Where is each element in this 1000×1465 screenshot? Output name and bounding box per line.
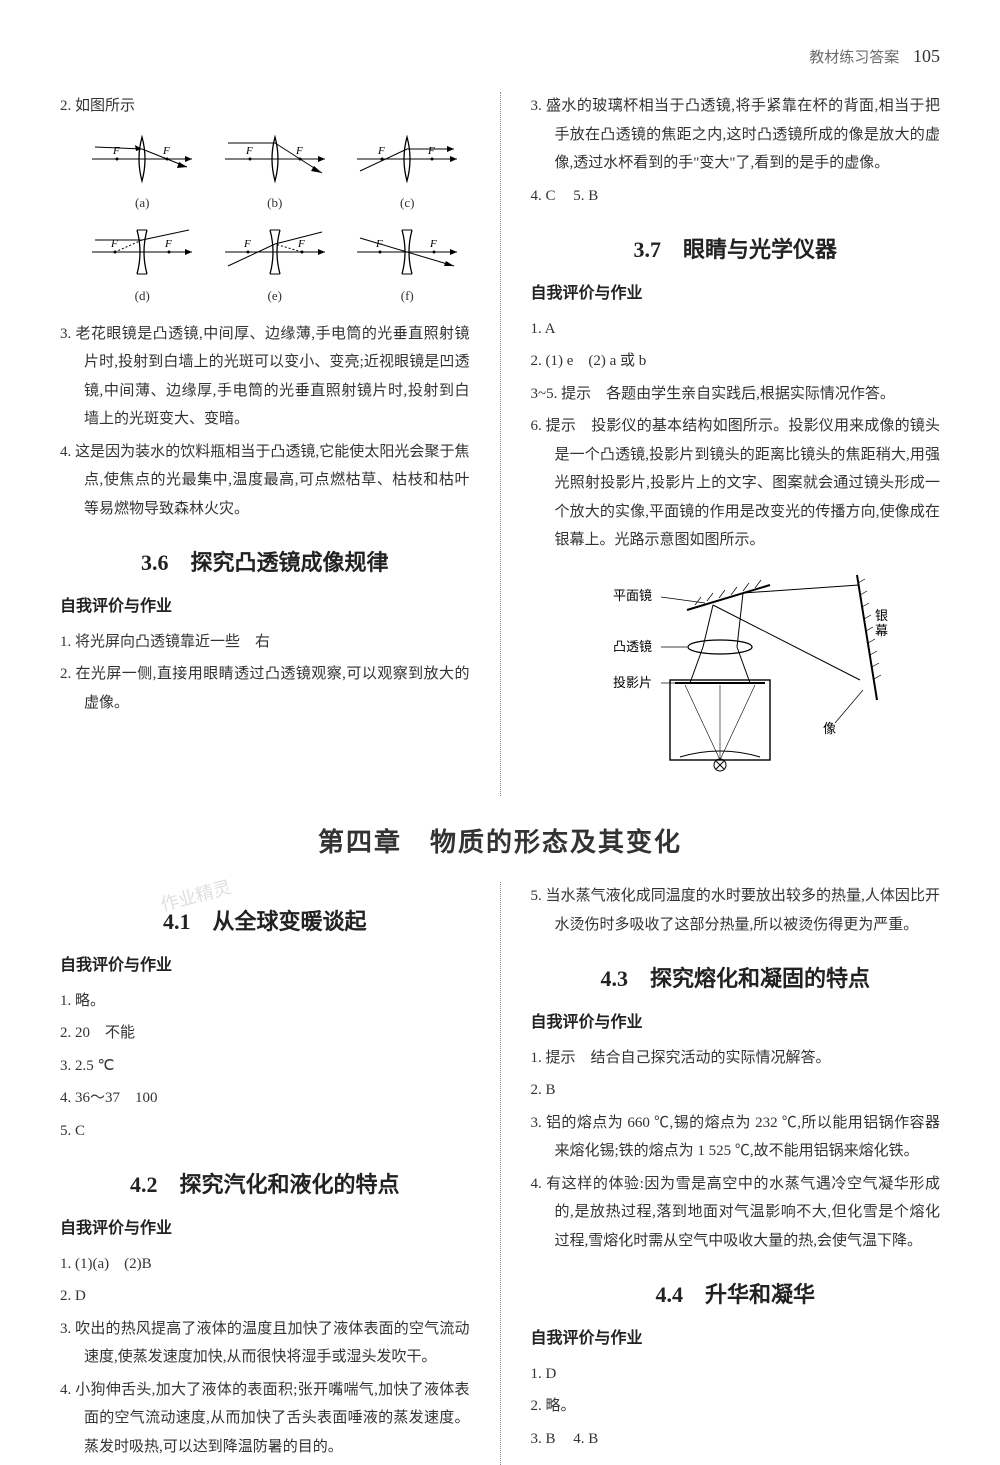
- sec-3-7-title: 3.7 眼睛与光学仪器: [531, 230, 941, 270]
- svg-text:像: 像: [823, 721, 836, 736]
- page-number: 105: [913, 46, 940, 66]
- s41-4: 4. 36～37 100: [60, 1084, 470, 1113]
- subsec-4-3: 自我评价与作业: [531, 1009, 941, 1038]
- lens-cell-b: F F (b): [213, 129, 338, 214]
- svg-text:F: F: [162, 145, 170, 157]
- r-item-4: 4. C: [531, 182, 556, 211]
- s43-2: 2. B: [531, 1076, 941, 1105]
- lens-cell-e: F F (e): [213, 222, 338, 307]
- s42-4: 4. 小狗伸舌头,加大了液体的表面积;张开嘴喘气,加快了液体表面的空气流动速度,…: [60, 1376, 470, 1462]
- sec-4-3-title: 4.3 探究熔化和凝固的特点: [531, 959, 941, 999]
- s37-1: 1. A: [531, 315, 941, 344]
- lens-label-c: (c): [345, 191, 470, 214]
- proj-screen-label: 银: [875, 608, 888, 623]
- svg-text:F: F: [112, 145, 120, 157]
- s37-35: 3~5. 提示 各题由学生亲自实践后,根据实际情况作答。: [531, 380, 941, 409]
- sec-4-4-title: 4.4 升华和凝华: [531, 1275, 941, 1315]
- s37-2: 2. (1) e (2) a 或 b: [531, 347, 941, 376]
- svg-text:F: F: [245, 145, 253, 157]
- subsec-4-1: 自我评价与作业: [60, 952, 470, 981]
- r-item-45: 4. C 5. B: [531, 182, 941, 211]
- lens-cell-f: FF (f): [345, 222, 470, 307]
- chapter-4-title: 第四章 物质的形态及其变化: [60, 820, 940, 867]
- item-3: 3. 老花眼镜是凸透镜,中间厚、边缘薄,手电筒的光垂直照射镜片时,投射到白墙上的…: [60, 320, 470, 434]
- s43-1: 1. 提示 结合自己探究活动的实际情况解答。: [531, 1044, 941, 1073]
- svg-text:平面镜: 平面镜: [613, 588, 652, 603]
- s44-4: 4. B: [573, 1425, 598, 1454]
- lens-label-d: (d): [80, 284, 205, 307]
- lens-cell-d: FF (d): [80, 222, 205, 307]
- projector-diagram: 银 幕: [531, 565, 941, 786]
- lens-label-a: (a): [80, 191, 205, 214]
- s37-6: 6. 提示 投影仪的基本结构如图所示。投影仪用来成像的镜头是一个凸透镜,投影片到…: [531, 412, 941, 555]
- subsec-3-7: 自我评价与作业: [531, 280, 941, 309]
- col-divider-lower: [500, 882, 501, 1465]
- item-4: 4. 这是因为装水的饮料瓶相当于凸透镜,它能使太阳光会聚于焦点,使焦点的光最集中…: [60, 438, 470, 524]
- col-right-upper: 3. 盛水的玻璃杯相当于凸透镜,将手紧靠在杯的背面,相当于把手放在凸透镜的焦距之…: [531, 92, 941, 795]
- subsec-3-6: 自我评价与作业: [60, 593, 470, 622]
- svg-text:F: F: [295, 145, 303, 157]
- upper-columns: 2. 如图所示 F F (a): [60, 92, 940, 795]
- s36-2: 2. 在光屏一侧,直接用眼睛透过凸透镜观察,可以观察到放大的虚像。: [60, 660, 470, 717]
- col-divider-upper: [500, 92, 501, 795]
- lens-label-b: (b): [213, 191, 338, 214]
- svg-text:投影片: 投影片: [613, 675, 652, 690]
- s41-2: 2. 20 不能: [60, 1019, 470, 1048]
- header-label: 教材练习答案: [809, 50, 899, 66]
- svg-text:F: F: [427, 145, 435, 157]
- s41-1: 1. 略。: [60, 987, 470, 1016]
- s41-5: 5. C: [60, 1117, 470, 1146]
- col-right-lower: 5. 当水蒸气液化成同温度的水时要放出较多的热量,人体因比开水烫伤时多吸收了这部…: [531, 882, 941, 1465]
- col-left-lower: 4.1 从全球变暖谈起 自我评价与作业 1. 略。 2. 20 不能 3. 2.…: [60, 882, 470, 1465]
- lens-label-e: (e): [213, 284, 338, 307]
- svg-text:凸透镜: 凸透镜: [613, 639, 652, 654]
- s44-3: 3. B: [531, 1425, 556, 1454]
- svg-text:F: F: [297, 238, 305, 250]
- svg-text:F: F: [164, 238, 172, 250]
- r-item-5: 5. B: [573, 182, 598, 211]
- svg-text:F: F: [243, 238, 251, 250]
- s36-1: 1. 将光屏向凸透镜靠近一些 右: [60, 628, 470, 657]
- subsec-4-4: 自我评价与作业: [531, 1325, 941, 1354]
- lens-diagram-grid: F F (a) F F (b): [80, 129, 470, 308]
- svg-text:幕: 幕: [875, 623, 888, 638]
- page-header: 教材练习答案 105: [60, 40, 940, 72]
- s44-34: 3. B 4. B: [531, 1425, 941, 1454]
- s43-3: 3. 铝的熔点为 660 ℃,锡的熔点为 232 ℃,所以能用铝锅作容器来熔化锡…: [531, 1109, 941, 1166]
- sec-4-1-title: 4.1 从全球变暖谈起: [60, 902, 470, 942]
- s44-1: 1. D: [531, 1360, 941, 1389]
- sec-3-6-title: 3.6 探究凸透镜成像规律: [60, 543, 470, 583]
- lens-cell-a: F F (a): [80, 129, 205, 214]
- r-item-3: 3. 盛水的玻璃杯相当于凸透镜,将手紧靠在杯的背面,相当于把手放在凸透镜的焦距之…: [531, 92, 941, 178]
- s43-4: 4. 有这样的体验:因为雪是高空中的水蒸气遇冷空气凝华形成的,是放热过程,落到地…: [531, 1170, 941, 1256]
- sec-4-2-title: 4.2 探究汽化和液化的特点: [60, 1165, 470, 1205]
- item-2-label: 2. 如图所示: [60, 92, 470, 121]
- svg-text:F: F: [429, 238, 437, 250]
- svg-text:F: F: [377, 145, 385, 157]
- subsec-4-2: 自我评价与作业: [60, 1215, 470, 1244]
- s41-3: 3. 2.5 ℃: [60, 1052, 470, 1081]
- s42-2: 2. D: [60, 1282, 470, 1311]
- s42-3: 3. 吹出的热风提高了液体的温度且加快了液体表面的空气流动速度,使蒸发速度加快,…: [60, 1315, 470, 1372]
- s44-2: 2. 略。: [531, 1392, 941, 1421]
- col-left-upper: 2. 如图所示 F F (a): [60, 92, 470, 795]
- s42-1: 1. (1)(a) (2)B: [60, 1250, 470, 1279]
- lens-label-f: (f): [345, 284, 470, 307]
- lens-cell-c: F F (c): [345, 129, 470, 214]
- s42-5: 5. 当水蒸气液化成同温度的水时要放出较多的热量,人体因比开水烫伤时多吸收了这部…: [531, 882, 941, 939]
- lower-columns: 4.1 从全球变暖谈起 自我评价与作业 1. 略。 2. 20 不能 3. 2.…: [60, 882, 940, 1465]
